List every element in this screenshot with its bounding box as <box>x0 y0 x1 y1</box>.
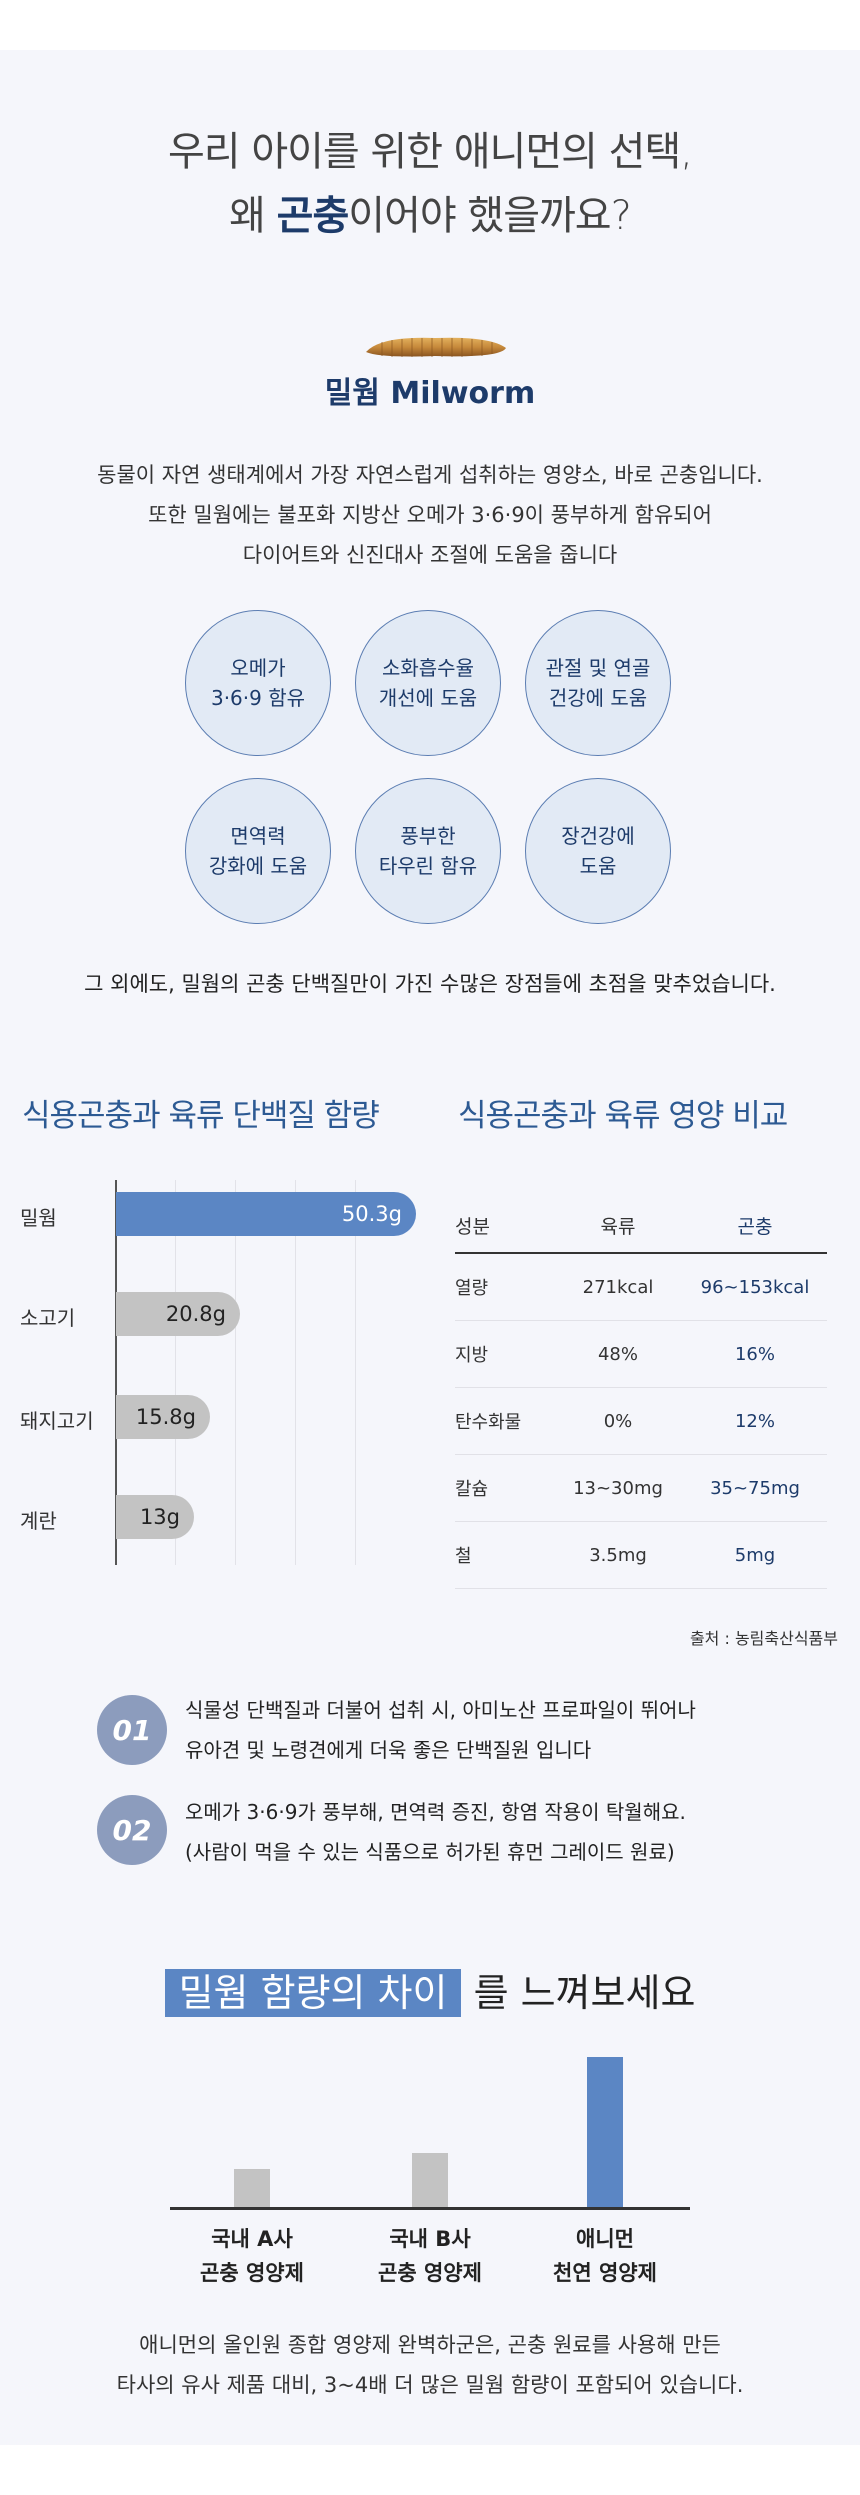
comparison-bar <box>412 2153 448 2207</box>
table-header: 육류 <box>600 1215 636 1238</box>
intro-line: 또한 밀웜에는 불포화 지방산 오메가 3·6·9이 풍부하게 함유되어 <box>148 503 712 527</box>
mealworm-image <box>366 337 506 357</box>
point-text: 오메가 3·6·9가 풍부해, 면역력 증진, 항염 작용이 탁월해요. (사람… <box>185 1792 686 1872</box>
nutrition-table: 성분 육류 곤충 열량 271kcal 96~153kcal 지방 48% 16… <box>455 1198 827 1589</box>
table-cell: 철 <box>455 1546 472 1567</box>
table-row: 칼슘 13~30mg 35~75mg <box>455 1455 827 1522</box>
bar-value-label: 13g <box>139 1505 180 1529</box>
bar-category-label: 소고기 <box>20 1306 76 1330</box>
point-line: 유아견 및 노령견에게 더욱 좋은 단백질원 입니다 <box>185 1738 592 1762</box>
table-cell: 13~30mg <box>573 1477 663 1499</box>
point-text: 식물성 단백질과 더불어 섭취 시, 아미노산 프로파일이 뛰어나 유아견 및 … <box>185 1690 696 1770</box>
bar-value-label: 15.8g <box>135 1405 196 1429</box>
benefit-circle: 소화흡수율 개선에 도움 <box>355 610 501 756</box>
difference-title-rest: 를 느껴보세요 <box>461 1971 696 2015</box>
table-cell: 48% <box>597 1343 638 1365</box>
table-header-row: 성분 육류 곤충 <box>455 1198 827 1254</box>
intro-text: 동물이 자연 생태계에서 가장 자연스럽게 섭취하는 영양소, 바로 곤충입니다… <box>0 455 860 575</box>
point-line: (사람이 먹을 수 있는 식품으로 허가된 휴먼 그레이드 원료) <box>185 1840 675 1864</box>
headline-highlight: 곤충 <box>276 193 350 239</box>
protein-bar: 15.8g <box>116 1395 210 1439</box>
grid-line <box>235 1180 236 1565</box>
table-cell: 지방 <box>455 1345 489 1366</box>
nutrition-table-title: 식용곤충과 육류 영양 비교 <box>458 1098 788 1134</box>
mealworm-title: 밀웜 Milworm <box>324 376 536 411</box>
bar-category-label: 밀웜 <box>20 1206 57 1230</box>
table-row: 탄수화물 0% 12% <box>455 1388 827 1455</box>
protein-chart-title: 식용곤충과 육류 단백질 함량 <box>22 1098 380 1134</box>
point-number-badge: 01 <box>97 1695 167 1765</box>
chart-baseline <box>170 2207 690 2210</box>
content-comparison-chart <box>170 2050 690 2210</box>
grid-line <box>295 1180 296 1565</box>
table-cell: 탄수화물 <box>455 1412 522 1433</box>
headline: 우리 아이를 위한 애니먼의 선택, 왜 곤충이어야 했을까요? <box>0 120 860 248</box>
bar-value-label: 50.3g <box>341 1202 402 1226</box>
top-spacer <box>0 0 860 50</box>
comparison-bar-label: 국내 A사 곤충 영양제 <box>200 2227 304 2285</box>
source-note: 출처 : 농림축산식품부 <box>689 1629 838 1648</box>
point-number-badge: 02 <box>97 1795 167 1865</box>
table-cell: 5mg <box>734 1544 776 1566</box>
comparison-bar <box>234 2169 270 2207</box>
headline-line1: 우리 아이를 위한 애니먼의 선택, <box>168 129 693 175</box>
content-panel: 우리 아이를 위한 애니먼의 선택, 왜 곤충이어야 했을까요? 밀웜 Milw… <box>0 50 860 2445</box>
benefit-circle: 관절 및 연골 건강에 도움 <box>525 610 671 756</box>
table-cell: 12% <box>734 1410 775 1432</box>
point-line: 오메가 3·6·9가 풍부해, 면역력 증진, 항염 작용이 탁월해요. <box>185 1800 686 1824</box>
intro-line: 다이어트와 신진대사 조절에 도움을 줍니다 <box>242 543 618 567</box>
table-row: 철 3.5mg 5mg <box>455 1522 827 1589</box>
bar-value-label: 20.8g <box>165 1302 226 1326</box>
table-cell: 16% <box>734 1343 775 1365</box>
protein-bar: 13g <box>116 1495 194 1539</box>
bar-category-label: 계란 <box>20 1509 57 1533</box>
bar-category-label: 돼지고기 <box>20 1409 94 1433</box>
chart-axis <box>115 1180 117 1565</box>
table-row: 열량 271kcal 96~153kcal <box>455 1254 827 1321</box>
table-cell: 35~75mg <box>710 1477 800 1499</box>
table-cell: 칼슘 <box>455 1479 489 1500</box>
others-text: 그 외에도, 밀웜의 곤충 단백질만이 가진 수많은 장점들에 초점을 맞추었습… <box>84 972 776 996</box>
benefit-circle: 장건강에 도움 <box>525 778 671 924</box>
intro-line: 동물이 자연 생태계에서 가장 자연스럽게 섭취하는 영양소, 바로 곤충입니다… <box>97 463 763 487</box>
benefit-circle: 풍부한 타우린 함유 <box>355 778 501 924</box>
table-row: 지방 48% 16% <box>455 1321 827 1388</box>
protein-bar: 50.3g <box>116 1192 416 1236</box>
headline-line2-post: 이어야 했을까요? <box>348 193 632 239</box>
headline-line2-pre: 왜 <box>229 193 277 239</box>
protein-bar-chart: 밀웜 50.3g 소고기 20.8g 돼지고기 15.8g 계란 13g <box>20 1180 420 1565</box>
benefit-circle: 면역력 강화에 도움 <box>185 778 331 924</box>
table-cell: 96~153kcal <box>700 1276 810 1298</box>
protein-bar: 20.8g <box>116 1292 240 1336</box>
difference-title: 밀웜 함량의 차이 를 느껴보세요 <box>0 1962 860 2017</box>
closing-line: 애니먼의 올인원 종합 영양제 완벽하군은, 곤충 원료를 사용해 만든 <box>139 2333 721 2357</box>
closing-text: 애니먼의 올인원 종합 영양제 완벽하군은, 곤충 원료를 사용해 만든 타사의… <box>0 2325 860 2405</box>
table-header: 성분 <box>455 1215 490 1238</box>
point-line: 식물성 단백질과 더불어 섭취 시, 아미노산 프로파일이 뛰어나 <box>185 1698 696 1722</box>
table-cell: 271kcal <box>582 1276 654 1298</box>
comparison-bar <box>587 2057 623 2207</box>
table-cell: 3.5mg <box>589 1544 647 1566</box>
benefit-circle: 오메가 3·6·9 함유 <box>185 610 331 756</box>
table-cell: 0% <box>603 1410 633 1432</box>
difference-title-highlight: 밀웜 함량의 차이 <box>164 1969 462 2017</box>
closing-line: 타사의 유사 제품 대비, 3~4배 더 많은 밀웜 함량이 포함되어 있습니다… <box>116 2373 744 2397</box>
comparison-bar-label: 국내 B사 곤충 영양제 <box>378 2227 482 2285</box>
headline-line2: 왜 곤충이어야 했을까요? <box>0 184 860 248</box>
grid-line <box>175 1180 176 1565</box>
grid-line <box>355 1180 356 1565</box>
table-header: 곤충 <box>737 1215 773 1238</box>
comparison-bar-label: 애니먼 천연 영양제 <box>553 2227 657 2285</box>
bottom-spacer <box>0 2445 860 2495</box>
table-cell: 열량 <box>455 1278 489 1299</box>
